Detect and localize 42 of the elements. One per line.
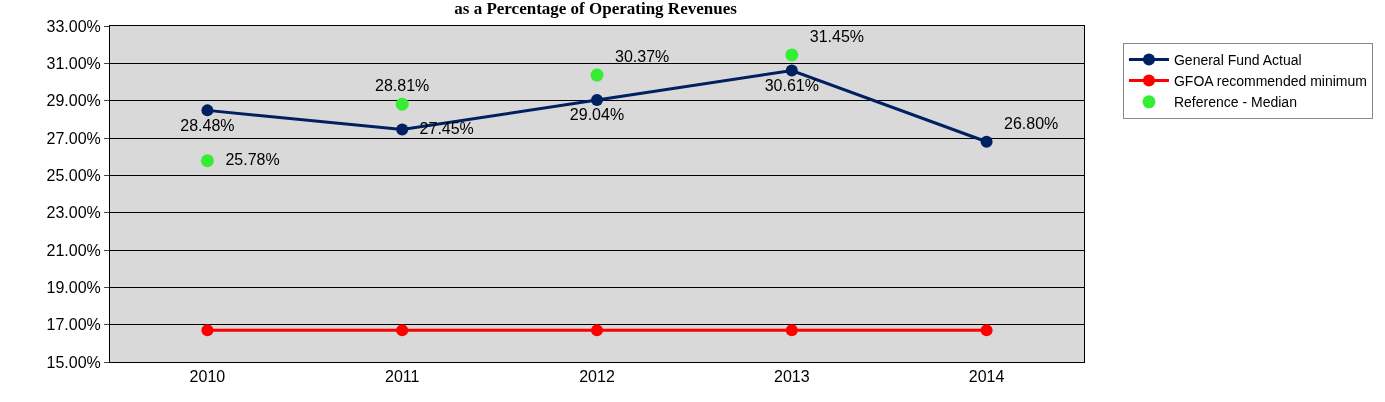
legend-label: General Fund Actual [1173, 51, 1302, 68]
data-label: 25.78% [216, 150, 289, 168]
x-tick-label: 2012 [579, 368, 615, 386]
x-tick-label: 2014 [968, 368, 1005, 386]
point [785, 64, 798, 77]
point [396, 123, 409, 136]
y-tick-label: 23.00% [46, 204, 101, 222]
legend-label: GFOA recommended minimum [1173, 73, 1367, 90]
point [201, 104, 214, 117]
y-tick-label: 29.00% [46, 92, 101, 110]
data-label: 31.45% [800, 27, 873, 45]
data-label: 28.48% [171, 116, 244, 134]
data-label: 30.37% [606, 47, 679, 65]
y-tick-label: 19.00% [46, 278, 101, 296]
point [395, 97, 409, 111]
y-tick-label: 27.00% [46, 129, 101, 147]
data-label: 26.80% [995, 115, 1068, 133]
point [785, 48, 799, 62]
x-tick-label: 2013 [774, 368, 810, 386]
y-tick-label: 21.00% [46, 241, 101, 259]
chart-title: as a Percentage of Operating Revenues [454, 0, 738, 18]
point [980, 324, 993, 337]
point [200, 154, 214, 168]
y-tick-label: 15.00% [46, 353, 101, 371]
point [591, 93, 603, 106]
data-label: 29.04% [560, 106, 634, 124]
point [785, 324, 798, 337]
legend-label: Reference - Median [1173, 94, 1297, 111]
point [590, 68, 604, 82]
point [980, 135, 993, 148]
y-tick-label: 25.00% [46, 166, 101, 184]
x-tick-label: 2011 [385, 368, 420, 386]
y-tick-label: 31.00% [46, 54, 101, 72]
data-label: 28.81% [366, 77, 439, 95]
point [201, 324, 214, 337]
x-tick-label: 2010 [189, 368, 226, 386]
data-label: 27.45% [410, 119, 483, 137]
y-tick-label: 33.00% [46, 17, 101, 35]
y-tick-label: 17.00% [46, 316, 101, 334]
point [591, 324, 603, 337]
data-label: 30.61% [755, 77, 828, 95]
point [396, 324, 409, 337]
